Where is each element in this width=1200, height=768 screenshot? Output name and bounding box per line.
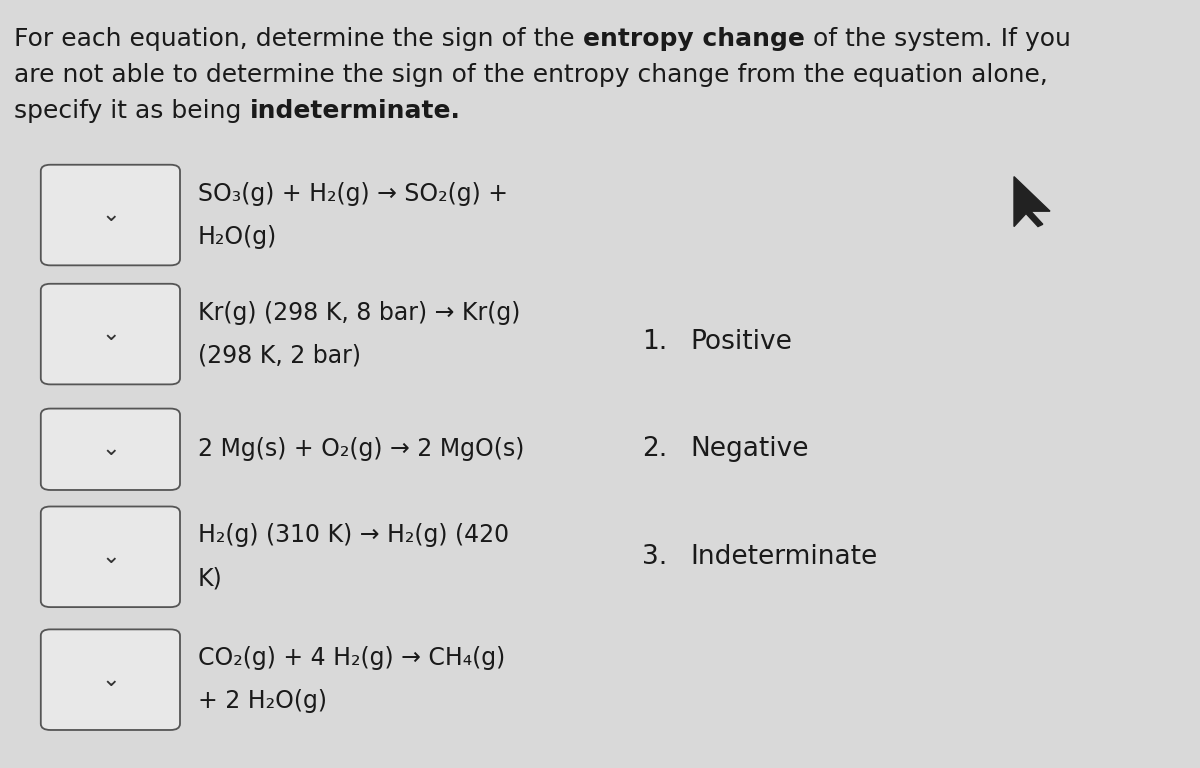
Text: 3.: 3.: [642, 544, 667, 570]
Text: CO₂(g) + 4 H₂(g) → CH₄(g): CO₂(g) + 4 H₂(g) → CH₄(g): [198, 646, 505, 670]
Text: Negative: Negative: [690, 436, 809, 462]
Text: (298 K, 2 bar): (298 K, 2 bar): [198, 343, 361, 368]
Text: 2 Mg(s) + O₂(g) → 2 MgO(s): 2 Mg(s) + O₂(g) → 2 MgO(s): [198, 437, 524, 462]
Text: of the system. If you: of the system. If you: [805, 27, 1070, 51]
Text: ⌄: ⌄: [101, 324, 120, 344]
Text: ⌄: ⌄: [101, 670, 120, 690]
Text: indeterminate.: indeterminate.: [250, 99, 461, 123]
Text: 1.: 1.: [642, 329, 667, 355]
FancyBboxPatch shape: [41, 409, 180, 490]
Text: ⌄: ⌄: [101, 547, 120, 567]
Text: ⌄: ⌄: [101, 205, 120, 225]
FancyBboxPatch shape: [41, 284, 180, 385]
Text: specify it as being: specify it as being: [14, 99, 250, 123]
Text: SO₃(g) + H₂(g) → SO₂(g) +: SO₃(g) + H₂(g) → SO₂(g) +: [198, 181, 508, 206]
Text: entropy change: entropy change: [583, 27, 805, 51]
Polygon shape: [1014, 177, 1050, 227]
Text: Indeterminate: Indeterminate: [690, 544, 877, 570]
Text: ⌄: ⌄: [101, 439, 120, 459]
Text: are not able to determine the sign of the entropy change from the equation alone: are not able to determine the sign of th…: [14, 63, 1049, 87]
Text: Kr(g) (298 K, 8 bar) → Kr(g): Kr(g) (298 K, 8 bar) → Kr(g): [198, 300, 521, 325]
Text: Positive: Positive: [690, 329, 792, 355]
Text: + 2 H₂O(g): + 2 H₂O(g): [198, 689, 326, 713]
Text: H₂O(g): H₂O(g): [198, 224, 277, 249]
Text: H₂(g) (310 K) → H₂(g) (420: H₂(g) (310 K) → H₂(g) (420: [198, 523, 509, 548]
Text: For each equation, determine the sign of the: For each equation, determine the sign of…: [14, 27, 583, 51]
Text: 2.: 2.: [642, 436, 667, 462]
FancyBboxPatch shape: [41, 507, 180, 607]
FancyBboxPatch shape: [41, 165, 180, 266]
Text: K): K): [198, 566, 223, 591]
FancyBboxPatch shape: [41, 630, 180, 730]
